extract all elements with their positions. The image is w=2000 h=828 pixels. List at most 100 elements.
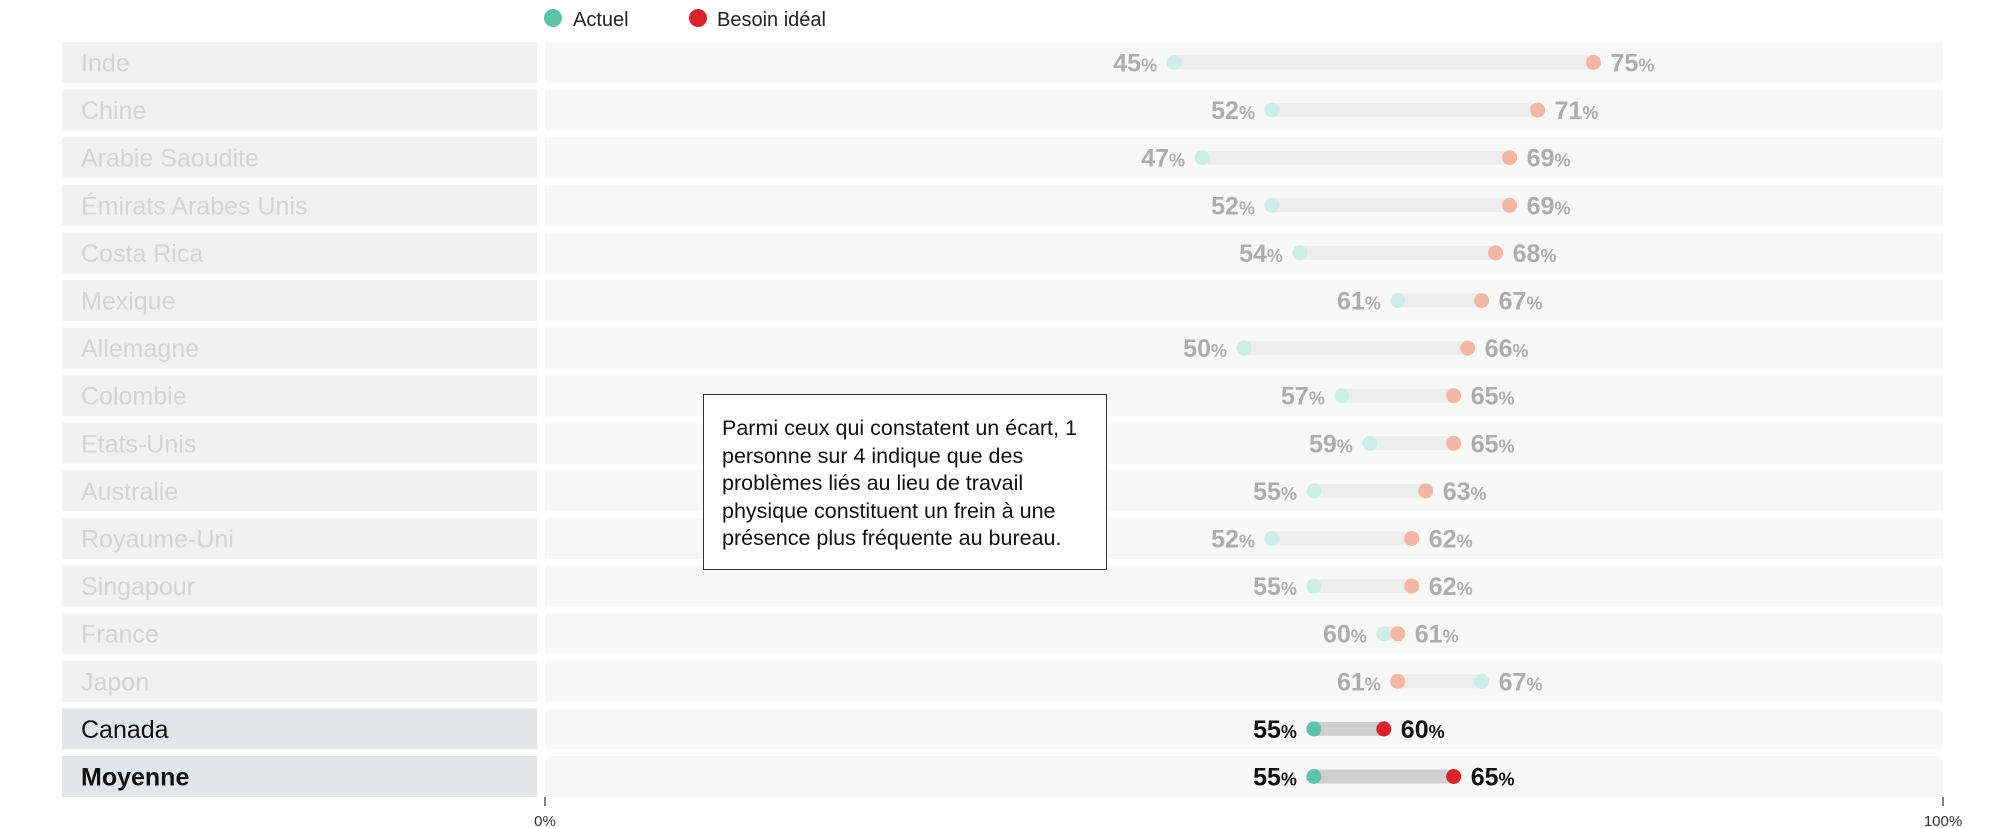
actuel-value-label: 57% — [1281, 383, 1325, 411]
actuel-value-label: 59% — [1309, 430, 1353, 458]
besoin-point — [1390, 626, 1406, 642]
row-label: Mexique — [81, 288, 176, 316]
besoin-value-label: 65% — [1471, 430, 1515, 458]
besoin-value-label: 71% — [1555, 97, 1599, 125]
chart-legend: Actuel Besoin idéal — [544, 9, 826, 31]
legend-besoin-label: Besoin idéal — [717, 9, 826, 31]
row-label-background — [62, 470, 537, 512]
chart-rows: Inde 45% 75% Chine 52% 71% Arabie Saoudite 47% 6… — [62, 42, 1943, 797]
row-label-background — [62, 518, 537, 559]
actuel-point — [1264, 531, 1280, 546]
besoin-point — [1488, 245, 1504, 261]
row-label: Etats-Unis — [81, 430, 196, 458]
chart-row: Canada 55% 60% — [62, 708, 1943, 750]
row-label: Moyenne — [81, 764, 189, 792]
row-track-background — [545, 756, 1943, 797]
besoin-point — [1404, 578, 1420, 594]
actuel-point — [1166, 55, 1182, 70]
besoin-value-label: 65% — [1471, 383, 1515, 411]
actuel-value-label: 45% — [1113, 50, 1157, 78]
besoin-point — [1446, 435, 1462, 451]
chart-row: Inde 45% 75% — [62, 42, 1943, 83]
chart-row: Chine 52% 71% — [62, 89, 1943, 131]
actuel-value-label: 54% — [1239, 240, 1283, 268]
row-track-background — [545, 184, 1943, 226]
chart-row: Costa Rica 54% 68% — [62, 232, 1943, 274]
row-label-background — [62, 375, 537, 417]
legend-besoin-marker — [689, 9, 707, 27]
row-label-background — [62, 422, 537, 464]
row-track-background — [545, 613, 1943, 655]
row-label-background — [62, 89, 537, 131]
besoin-value-label: 65% — [1471, 764, 1515, 792]
row-label: Canada — [81, 716, 169, 744]
row-label: Arabie Saoudite — [81, 145, 259, 173]
besoin-value-label: 61% — [1337, 668, 1381, 696]
actuel-value-label: 47% — [1141, 145, 1185, 173]
row-track-background — [545, 660, 1943, 702]
actuel-value-label: 55% — [1253, 478, 1297, 506]
chart-row: Allemagne 50% 66% — [62, 327, 1943, 369]
besoin-value-label: 62% — [1429, 573, 1473, 601]
actuel-point — [1306, 578, 1322, 594]
row-label: Royaume-Uni — [81, 526, 234, 554]
actuel-value-label: 52% — [1211, 97, 1255, 125]
row-label: Costa Rica — [81, 240, 203, 268]
row-label: Chine — [81, 97, 146, 125]
row-label: Inde — [81, 50, 130, 78]
actuel-point — [1306, 721, 1322, 737]
besoin-point — [1418, 483, 1434, 499]
row-label: Singapour — [81, 573, 195, 601]
besoin-point — [1460, 340, 1476, 356]
besoin-value-label: 67% — [1499, 288, 1543, 316]
chart-row: Arabie Saoudite 47% 69% — [62, 137, 1943, 179]
row-label-background — [62, 613, 537, 655]
actuel-point — [1306, 769, 1322, 784]
row-label-background — [62, 756, 537, 797]
actuel-value-label: 50% — [1183, 335, 1227, 363]
x-axis-tick-label-100: 100% — [1924, 813, 1962, 828]
chart-row: Mexique 61% 67% — [62, 280, 1943, 321]
besoin-value-label: 75% — [1611, 50, 1655, 78]
besoin-point — [1586, 55, 1601, 70]
chart-row: Japon 67% 61% — [62, 660, 1943, 702]
actuel-point — [1292, 245, 1308, 261]
row-track-background — [545, 280, 1943, 321]
besoin-value-label: 66% — [1485, 335, 1529, 363]
row-label-background — [62, 660, 537, 702]
actuel-point — [1390, 293, 1406, 308]
besoin-value-label: 62% — [1429, 526, 1473, 554]
row-track-background — [545, 232, 1943, 274]
row-label-background — [62, 565, 537, 607]
besoin-point — [1530, 102, 1546, 118]
besoin-point — [1376, 721, 1392, 737]
besoin-point — [1404, 531, 1420, 546]
chart-row: Émirats Arabes Unis 52% 69% — [62, 184, 1943, 226]
row-track-background — [545, 708, 1943, 750]
actuel-value-label: 60% — [1323, 621, 1367, 649]
row-track-background — [545, 565, 1943, 607]
besoin-value-label: 63% — [1443, 478, 1487, 506]
besoin-point — [1474, 293, 1490, 308]
actuel-value-label: 67% — [1499, 668, 1543, 696]
besoin-value-label: 69% — [1527, 145, 1571, 173]
actuel-value-label: 52% — [1211, 192, 1255, 220]
actuel-point — [1334, 388, 1350, 404]
actuel-value-label: 55% — [1253, 764, 1297, 792]
actuel-point — [1376, 626, 1392, 642]
actuel-point — [1264, 102, 1280, 118]
actuel-point — [1194, 150, 1210, 166]
row-label-background — [62, 232, 537, 274]
actuel-value-label: 55% — [1253, 716, 1297, 744]
besoin-value-label: 60% — [1401, 716, 1445, 744]
row-label-background — [62, 42, 537, 83]
x-axis: 0% 100% — [534, 797, 1962, 828]
row-label-background — [62, 280, 537, 321]
row-label: Australie — [81, 478, 178, 506]
besoin-point — [1502, 197, 1518, 213]
besoin-point — [1390, 673, 1406, 689]
row-label: Colombie — [81, 383, 187, 411]
besoin-point — [1446, 388, 1462, 404]
row-label: Émirats Arabes Unis — [81, 191, 307, 220]
